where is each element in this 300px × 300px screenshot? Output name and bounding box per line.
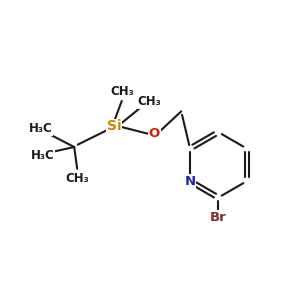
Text: CH₃: CH₃ [110,85,134,98]
Text: H₃C: H₃C [29,122,53,135]
Text: N: N [184,175,196,188]
Text: Si: Si [107,119,122,133]
Text: H₃C: H₃C [31,149,54,162]
Text: CH₃: CH₃ [65,172,89,185]
Text: Br: Br [210,211,227,224]
Text: CH₃: CH₃ [137,95,161,108]
Text: O: O [149,127,160,140]
